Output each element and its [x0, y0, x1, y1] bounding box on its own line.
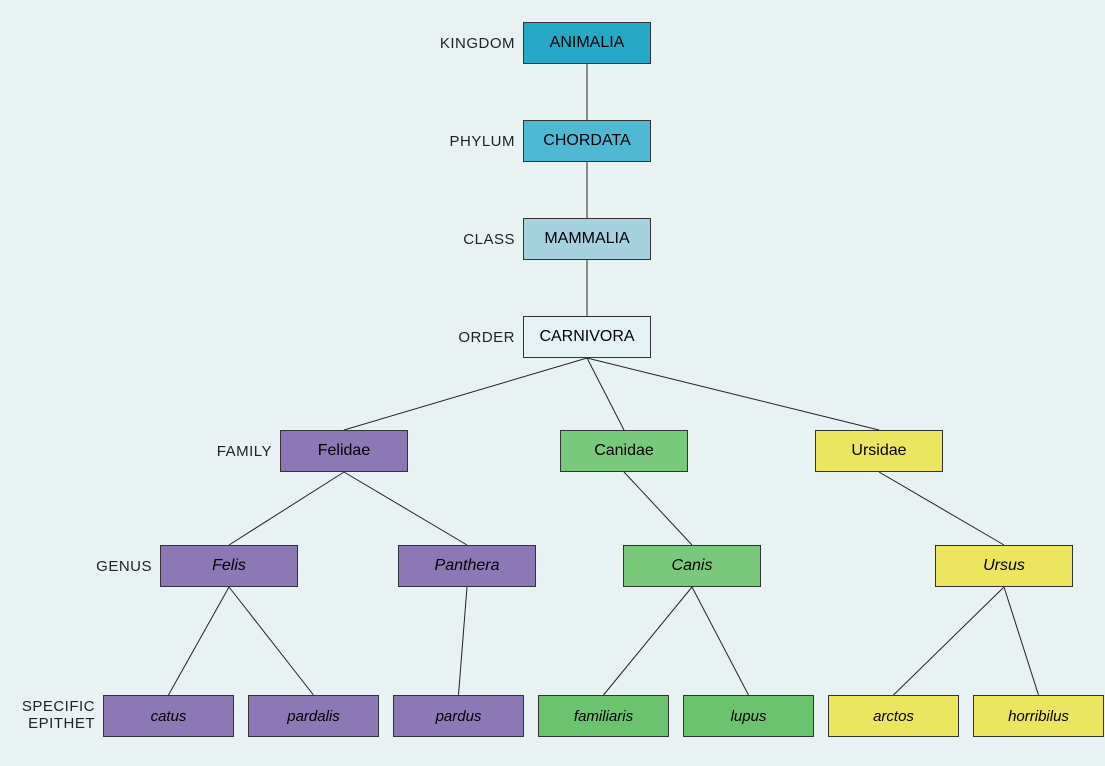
node-species-arctos: arctos — [828, 695, 959, 737]
node-species-familiaris-text: familiaris — [574, 708, 633, 725]
label-phylum: PHYLUM — [449, 133, 515, 150]
node-genus-felis-text: Felis — [212, 557, 246, 575]
node-order: CARNIVORA — [523, 316, 651, 358]
node-genus-canis-text: Canis — [672, 557, 713, 575]
node-species-catus-text: catus — [151, 708, 187, 725]
node-species-catus: catus — [103, 695, 234, 737]
node-family-canidae-text: Canidae — [594, 442, 654, 460]
node-genus-ursus: Ursus — [935, 545, 1073, 587]
node-family-felidae-text: Felidae — [318, 442, 370, 460]
label-specific-line2: EPITHET — [28, 715, 95, 732]
node-phylum: CHORDATA — [523, 120, 651, 162]
label-family: FAMILY — [217, 443, 272, 460]
node-genus-canis: Canis — [623, 545, 761, 587]
label-specific-epithet: SPECIFIC EPITHET — [22, 698, 95, 733]
node-genus-panthera-text: Panthera — [435, 557, 500, 575]
node-species-lupus: lupus — [683, 695, 814, 737]
node-family-canidae: Canidae — [560, 430, 688, 472]
node-species-familiaris: familiaris — [538, 695, 669, 737]
node-family-ursidae-text: Ursidae — [851, 442, 906, 460]
node-class: MAMMALIA — [523, 218, 651, 260]
node-genus-felis: Felis — [160, 545, 298, 587]
edges-layer — [0, 0, 1105, 766]
node-species-horribilus: horribilus — [973, 695, 1104, 737]
node-genus-ursus-text: Ursus — [983, 557, 1025, 575]
label-genus: GENUS — [96, 558, 152, 575]
node-species-pardus-text: pardus — [436, 708, 482, 725]
node-phylum-text: CHORDATA — [543, 132, 630, 150]
label-specific-line1: SPECIFIC — [22, 698, 95, 715]
taxonomy-diagram: KINGDOM PHYLUM CLASS ORDER FAMILY GENUS … — [0, 0, 1105, 766]
node-genus-panthera: Panthera — [398, 545, 536, 587]
label-class: CLASS — [463, 231, 515, 248]
node-family-felidae: Felidae — [280, 430, 408, 472]
node-kingdom-text: ANIMALIA — [550, 34, 625, 52]
label-order: ORDER — [458, 329, 515, 346]
node-class-text: MAMMALIA — [544, 230, 629, 248]
node-species-horribilus-text: horribilus — [1008, 708, 1069, 725]
node-kingdom: ANIMALIA — [523, 22, 651, 64]
node-species-lupus-text: lupus — [731, 708, 767, 725]
node-species-arctos-text: arctos — [873, 708, 914, 725]
node-species-pardalis-text: pardalis — [287, 708, 340, 725]
node-order-text: CARNIVORA — [539, 328, 634, 346]
node-species-pardus: pardus — [393, 695, 524, 737]
node-species-pardalis: pardalis — [248, 695, 379, 737]
node-family-ursidae: Ursidae — [815, 430, 943, 472]
label-kingdom: KINGDOM — [440, 35, 515, 52]
